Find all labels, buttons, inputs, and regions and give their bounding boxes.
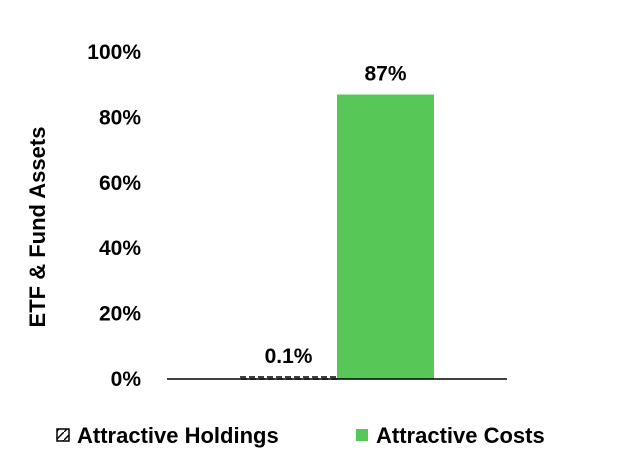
- y-tick-label: 0%: [111, 368, 142, 391]
- y-tick-label: 100%: [87, 41, 141, 64]
- legend-label: Attractive Costs: [376, 423, 545, 448]
- y-tick-label: 60%: [99, 172, 141, 195]
- data-label-attractive-holdings: 0.1%: [265, 345, 313, 368]
- legend-swatch: [356, 429, 368, 441]
- legend: Attractive Holdings Attractive Costs: [56, 423, 545, 448]
- y-axis-title: ETF & Fund Assets: [25, 127, 50, 328]
- bars: [239, 94, 434, 380]
- legend-swatch: [56, 428, 70, 442]
- y-tick-label: 20%: [99, 303, 141, 326]
- data-label-attractive-costs: 87%: [364, 63, 406, 86]
- y-axis-ticks: 0% 20% 40% 60% 80% 100%: [87, 41, 141, 391]
- y-tick-label: 40%: [99, 237, 141, 260]
- bar-attractive-costs: [337, 94, 434, 379]
- data-labels: 0.1% 87%: [265, 63, 407, 368]
- legend-label: Attractive Holdings: [77, 423, 279, 448]
- y-tick-label: 80%: [99, 106, 141, 129]
